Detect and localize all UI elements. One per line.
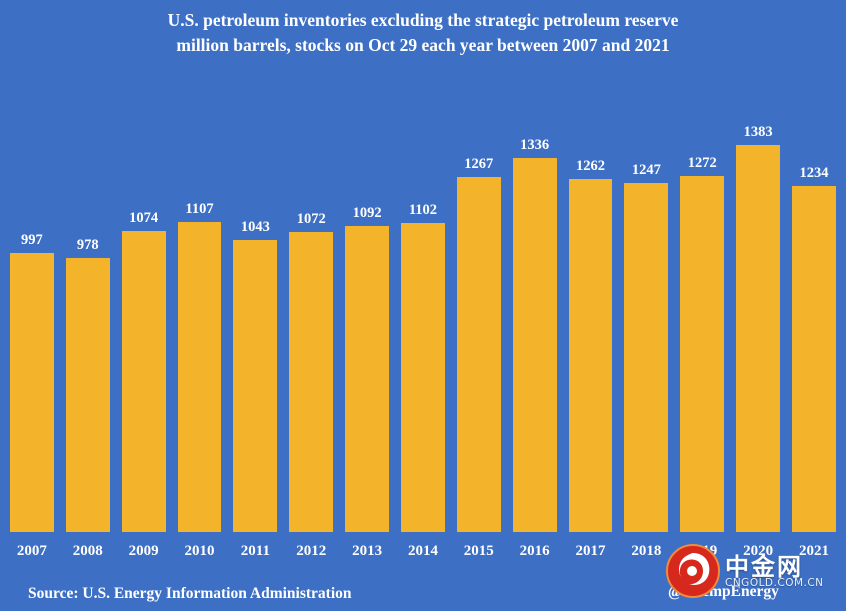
bar-column-2008: 978 2008 [65,90,110,570]
bar [177,222,222,532]
x-axis-tick-label: 2015 [463,542,494,559]
bar-column-2015: 1267 2015 [456,90,501,570]
x-axis-tick-label: 2014 [407,542,438,559]
bar-value-label: 1234 [799,165,829,181]
bar [289,232,334,532]
source-attribution: Source: U.S. Energy Information Administ… [28,585,352,602]
bar-value-label: 997 [21,232,43,248]
bar [65,258,110,532]
bar [624,183,669,532]
chart-title-line2: million barrels, stocks on Oct 29 each y… [176,35,670,56]
bar-column-2014: 1102 2014 [401,90,445,570]
bar-value-label: 978 [76,237,99,253]
bar-value-label: 1107 [185,201,214,217]
bar-column-2012: 1072 2012 [289,90,334,570]
bar [792,186,836,532]
chart-title: U.S. petroleum inventories excluding the… [0,0,846,59]
bar [456,177,501,532]
bar-column-2020: 1383 2020 [736,90,781,570]
bar [121,231,166,532]
cngold-watermark: 中金网 CNGOLD.COM.CN [665,539,840,607]
bar-value-label: 1336 [520,137,550,153]
bar-value-label: 1092 [352,205,382,221]
bar-column-2016: 1336 2016 [512,90,557,570]
x-axis-tick-label: 2010 [184,542,215,559]
x-axis-tick-label: 2008 [72,542,103,559]
cngold-url: CNGOLD.COM.CN [725,577,824,589]
bar [10,253,54,532]
x-axis-tick-label: 2013 [352,542,383,559]
bar-value-label: 1247 [631,162,661,178]
bar-value-label: 1043 [240,219,270,235]
x-axis-tick-label: 2012 [296,542,327,559]
bar [512,158,557,532]
x-axis-tick-label: 2018 [631,542,662,559]
bar-column-2018: 1247 2018 [624,90,669,570]
bar-value-label: 1272 [687,155,717,171]
bar-value-label: 1074 [129,210,159,226]
bar-value-label: 1072 [296,211,326,227]
bar-value-label: 1383 [743,124,773,140]
cngold-name: 中金网 [725,553,803,581]
bar-column-2021: 1234 2021 [792,90,836,570]
bar-value-label: 1102 [408,202,438,218]
x-axis-tick-label: 2017 [575,542,606,559]
bar [233,240,278,532]
x-axis-tick-label: 2020 [743,542,774,559]
x-axis-tick-label: 2021 [798,542,829,559]
cngold-logo-icon [666,544,720,598]
bar [736,145,781,532]
bar-column-2011: 1043 2011 [233,90,278,570]
bar-column-2017: 1262 2017 [568,90,613,570]
x-axis-tick-label: 2011 [240,542,270,559]
x-axis-tick-label: 2009 [128,542,159,559]
bar-column-2013: 1092 2013 [345,90,390,570]
bar-plot-area: 997 2007 978 2008 1074 2009 1107 2010 1043 2011 10… [10,90,836,570]
bar-column-2009: 1074 2009 [121,90,166,570]
bar-column-2010: 1107 2010 [177,90,222,570]
bar-value-label: 1262 [576,158,606,174]
bar-column-2007: 997 2007 [10,90,54,570]
bar [680,176,725,532]
bar [345,226,390,532]
x-axis-tick-label: 2007 [16,542,47,559]
bar [568,179,613,532]
bar-column-2019: 12722019 [680,90,725,570]
x-axis-tick-label: 2016 [519,542,550,559]
chart-title-line1: U.S. petroleum inventories excluding the… [167,10,679,30]
bar [401,223,445,532]
bar-value-label: 1267 [464,156,494,172]
